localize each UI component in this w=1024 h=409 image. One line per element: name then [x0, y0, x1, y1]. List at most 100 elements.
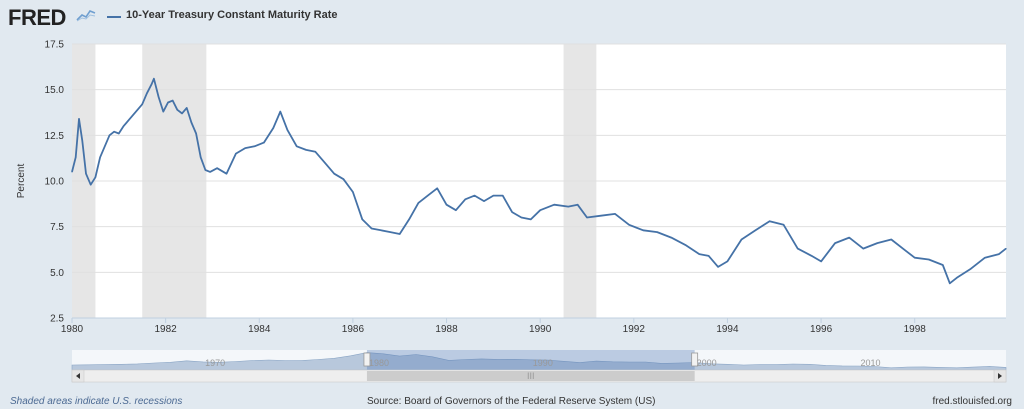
data-point: [656, 231, 658, 233]
x-tick-label: 1996: [810, 324, 833, 335]
y-tick-label: 7.5: [50, 222, 64, 233]
fred-logo[interactable]: FRED: [8, 5, 66, 30]
navigator-label: 2010: [861, 358, 881, 368]
source-note: Source: Board of Governors of the Federa…: [367, 396, 656, 407]
data-point: [890, 238, 892, 241]
data-point: [209, 171, 211, 173]
data-point: [324, 162, 326, 164]
data-point: [577, 204, 579, 206]
data-point: [726, 260, 729, 262]
data-point: [998, 253, 1000, 255]
data-point: [305, 149, 307, 151]
scrollbar-grip: III: [527, 371, 535, 381]
data-point: [94, 176, 97, 178]
data-point: [342, 178, 345, 180]
data-point: [186, 107, 188, 109]
data-point: [698, 253, 700, 255]
data-point: [670, 237, 672, 239]
data-point: [464, 198, 466, 200]
data-point: [553, 204, 555, 206]
data-point: [474, 195, 476, 197]
data-point: [797, 247, 799, 250]
data-point: [862, 247, 864, 250]
navigator-label: 1980: [369, 358, 389, 368]
data-point: [71, 171, 73, 173]
data-point: [118, 132, 120, 135]
chart-header: FRED 10-Year Treasury Constant Maturity …: [0, 0, 1024, 36]
navigator-right-handle[interactable]: [691, 352, 699, 367]
data-point: [492, 195, 494, 197]
data-point: [483, 200, 485, 202]
data-point: [162, 110, 164, 113]
navigator-series: [71, 352, 1007, 371]
series-line[interactable]: [71, 77, 1007, 285]
data-point: [708, 255, 710, 257]
data-point: [436, 187, 438, 189]
data-point: [949, 282, 951, 284]
y-tick-label: 15.0: [45, 85, 65, 96]
arrow-right-icon: [998, 373, 1002, 379]
data-point: [153, 78, 155, 80]
data-point: [717, 266, 719, 268]
data-point: [417, 202, 420, 204]
data-point: [834, 242, 836, 244]
data-point: [970, 268, 972, 270]
legend-swatch: [107, 16, 121, 18]
x-tick-label: 1988: [435, 324, 458, 335]
navigator-label: 2000: [697, 358, 717, 368]
data-point: [200, 156, 202, 158]
x-tick-label: 1984: [248, 324, 271, 335]
data-point: [176, 109, 178, 111]
data-point: [768, 220, 771, 222]
data-point: [279, 110, 281, 113]
data-point: [511, 211, 513, 213]
data-point: [78, 118, 80, 120]
data-point: [914, 257, 916, 259]
data-point: [235, 153, 237, 155]
data-point: [427, 195, 429, 197]
scrollbar-thumb[interactable]: [366, 371, 695, 381]
data-point: [204, 169, 207, 171]
data-point: [146, 92, 148, 94]
data-point: [333, 173, 335, 175]
navigator-left-handle[interactable]: [363, 352, 371, 367]
x-tick-label: 1986: [342, 324, 365, 335]
data-point: [754, 229, 757, 231]
data-point: [502, 195, 504, 197]
data-point: [445, 204, 448, 206]
data-point: [263, 142, 265, 144]
x-tick-label: 1994: [716, 324, 739, 335]
line-chart-icon: [76, 8, 96, 22]
data-point: [286, 129, 288, 131]
data-point: [113, 131, 115, 133]
y-tick-label: 2.5: [50, 314, 64, 325]
data-point: [740, 238, 743, 241]
data-point: [150, 83, 153, 85]
data-point: [225, 173, 228, 175]
site-link[interactable]: fred.stlouisfed.org: [932, 396, 1013, 407]
x-tick-label: 1982: [155, 324, 178, 335]
data-point: [104, 145, 106, 147]
data-point: [567, 205, 569, 208]
x-tick-label: 1992: [623, 324, 646, 335]
x-tick-label: 1990: [529, 324, 552, 335]
navigator-selection[interactable]: [366, 350, 695, 370]
data-point: [172, 100, 174, 102]
data-point: [520, 216, 523, 219]
data-point: [628, 224, 630, 226]
x-tick-label: 1998: [904, 324, 927, 335]
y-tick-label: 12.5: [45, 131, 65, 142]
data-point: [539, 209, 541, 211]
series-title[interactable]: 10-Year Treasury Constant Maturity Rate: [126, 9, 338, 21]
data-point: [132, 114, 134, 116]
y-axis-label: Percent: [16, 164, 27, 199]
data-point: [904, 249, 906, 252]
data-point: [408, 218, 410, 220]
navigator[interactable]: 1970 1980 1990 2000 2010 III: [71, 350, 1007, 383]
data-point: [181, 112, 183, 115]
data-point: [167, 101, 169, 104]
data-point: [600, 215, 602, 217]
data-point: [820, 260, 822, 262]
recession-note: Shaded areas indicate U.S. recessions: [10, 396, 183, 407]
